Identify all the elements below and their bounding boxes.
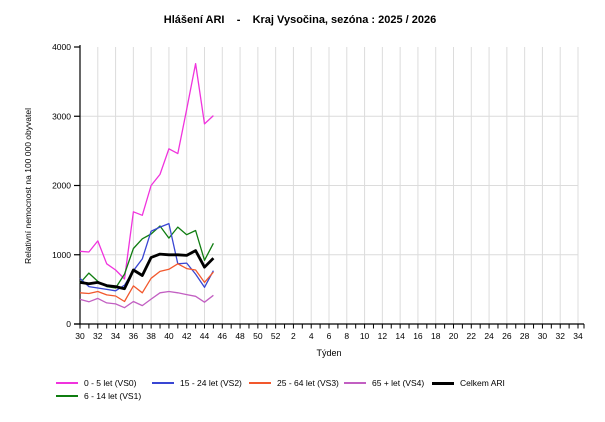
x-tick-label: 20 [449,331,459,341]
legend-swatch [249,382,271,384]
x-tick-label: 10 [360,331,370,341]
series-line-2-vs2 [79,222,214,292]
x-tick-label: 44 [200,331,210,341]
legend-label: 65 + let (VS4) [372,378,425,388]
legend-item-vs0: 0 - 5 let (VS0) [56,378,136,388]
x-tick-label: 30 [538,331,548,341]
legend-swatch [56,395,78,397]
x-tick-label: 46 [218,331,228,341]
x-tick-label: 30 [75,331,85,341]
x-tick-label: 40 [164,331,174,341]
legend-item-vs3: 25 - 64 let (VS3) [249,378,339,388]
x-tick-label: 34 [573,331,583,341]
x-tick-label: 32 [93,331,103,341]
x-tick-label: 2 [291,331,296,341]
x-axis-title: Týden [316,348,341,358]
legend-label: 0 - 5 let (VS0) [84,378,137,388]
x-tick-label: 32 [555,331,565,341]
x-tick-label: 8 [344,331,349,341]
y-tick-label: 3000 [52,111,71,121]
legend-label: Celkem ARI [460,378,505,388]
legend-item-celkem-ari: Celkem ARI [432,378,505,388]
legend-swatch [152,382,174,384]
y-tick-label: 0 [66,319,71,329]
legend-swatch [432,381,454,385]
x-tick-label: 36 [129,331,139,341]
x-tick-label: 34 [111,331,121,341]
series-line-4-vs4 [79,290,214,309]
y-tick-label: 1000 [52,250,71,260]
x-tick-label: 26 [502,331,512,341]
chart-title: Hlášení ARI - Kraj Vysočina, sezóna : 20… [163,14,437,26]
x-tick-label: 48 [235,331,245,341]
y-axis-title: Relativní nemocnost na 100 000 obyvatel [23,108,33,264]
x-tick-label: 50 [253,331,263,341]
legend-label: 25 - 64 let (VS3) [277,378,339,388]
x-tick-label: 18 [431,331,441,341]
legend-label: 15 - 24 let (VS2) [180,378,242,388]
x-tick-label: 38 [146,331,156,341]
legend-swatch [56,382,78,384]
x-tick-label: 14 [395,331,405,341]
series-line-5-celkem-ari [79,249,215,291]
series-line-0-vs0 [79,62,214,280]
y-tick-label: 4000 [52,42,71,52]
y-tick-label: 2000 [52,181,71,191]
legend-item-vs2: 15 - 24 let (VS2) [152,378,242,388]
series-line-1-vs1 [79,225,214,289]
legend-label: 6 - 14 let (VS1) [84,391,142,401]
x-tick-label: 24 [484,331,494,341]
x-tick-label: 22 [467,331,477,341]
x-tick-label: 6 [327,331,332,341]
x-tick-label: 4 [309,331,314,341]
legend-item-vs4: 65 + let (VS4) [344,378,424,388]
series-line-3-vs3 [79,263,214,303]
x-tick-label: 52 [271,331,281,341]
x-tick-label: 28 [520,331,530,341]
legend-swatch [344,382,366,384]
x-tick-label: 42 [182,331,192,341]
x-tick-label: 16 [413,331,423,341]
legend-item-vs1: 6 - 14 let (VS1) [56,391,141,401]
x-tick-label: 12 [378,331,388,341]
